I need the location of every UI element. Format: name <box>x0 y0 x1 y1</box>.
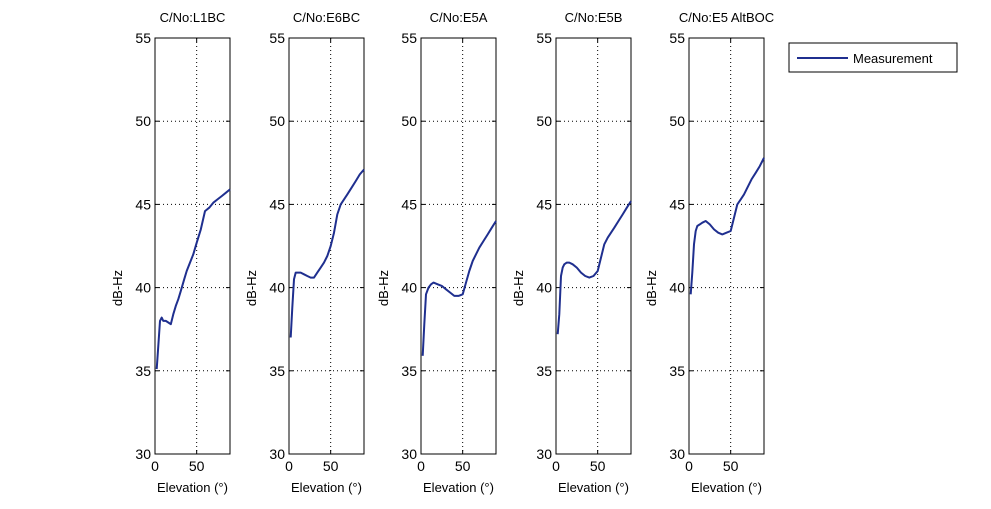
y-axis-label: dB-Hz <box>644 270 659 306</box>
axes-frame <box>420 37 497 455</box>
y-tick-label: 55 <box>669 30 685 46</box>
chart-panels: 30 35 40 45 50 55 0 50 C/No:L1BC Elevation (°) dB-… <box>110 10 774 495</box>
y-axis-label: dB-Hz <box>244 270 259 306</box>
y-tick-label: 55 <box>135 30 151 46</box>
axes-frame <box>288 37 365 455</box>
plot-area <box>155 38 230 454</box>
chart-title: C/No:E5B <box>565 10 623 25</box>
y-tick-label: 50 <box>401 113 417 129</box>
y-tick-label: 55 <box>536 30 552 46</box>
x-tick-label: 50 <box>455 458 471 474</box>
x-axis-label: Elevation (°) <box>157 480 228 495</box>
x-tick-label: 0 <box>685 458 693 474</box>
y-tick-label: 50 <box>269 113 285 129</box>
chart-panel: 30 35 40 45 50 55 0 50 C/No:E6BC Elevation (°) dB-… <box>244 10 365 495</box>
y-tick-label: 40 <box>269 280 285 296</box>
chart-panel: 30 35 40 45 50 55 0 50 C/No:E5B Elevation (°) dB-H… <box>511 10 632 495</box>
y-axis-label: dB-Hz <box>511 270 526 306</box>
chart-title: C/No:L1BC <box>160 10 226 25</box>
y-tick-label: 45 <box>401 196 417 212</box>
x-tick-label: 0 <box>552 458 560 474</box>
axes-frame <box>154 37 231 455</box>
y-tick-label: 40 <box>669 280 685 296</box>
y-tick-label: 50 <box>135 113 151 129</box>
y-tick-label: 50 <box>669 113 685 129</box>
chart-panel: 30 35 40 45 50 55 0 50 C/No:E5A Elevation (°) dB-H… <box>376 10 497 495</box>
y-tick-label: 35 <box>536 363 552 379</box>
plot-area <box>421 38 496 454</box>
x-tick-label: 50 <box>189 458 205 474</box>
y-tick-label: 45 <box>536 196 552 212</box>
y-tick-label: 45 <box>669 196 685 212</box>
y-tick-label: 30 <box>269 446 285 462</box>
series-line-measurement <box>689 157 765 295</box>
y-tick-label: 55 <box>401 30 417 46</box>
x-axis-label: Elevation (°) <box>558 480 629 495</box>
axes-frame <box>688 37 765 455</box>
x-axis-label: Elevation (°) <box>691 480 762 495</box>
plot-area <box>689 38 764 454</box>
y-tick-label: 35 <box>669 363 685 379</box>
y-tick-label: 40 <box>135 280 151 296</box>
y-tick-label: 30 <box>536 446 552 462</box>
y-tick-label: 35 <box>135 363 151 379</box>
y-tick-label: 30 <box>669 446 685 462</box>
y-tick-label: 35 <box>401 363 417 379</box>
y-tick-label: 50 <box>536 113 552 129</box>
series-line-measurement <box>421 220 497 356</box>
legend: Measurement <box>788 42 958 73</box>
series-line-measurement <box>155 188 231 370</box>
axes-frame <box>555 37 632 455</box>
y-tick-label: 40 <box>401 280 417 296</box>
y-tick-label: 45 <box>269 196 285 212</box>
chart-panel: 30 35 40 45 50 55 0 50 C/No:E5 AltBOC Elevation (… <box>644 10 774 495</box>
x-axis-label: Elevation (°) <box>291 480 362 495</box>
series-line-measurement <box>556 200 632 335</box>
y-tick-label: 30 <box>401 446 417 462</box>
y-axis-label: dB-Hz <box>376 270 391 306</box>
y-tick-label: 45 <box>135 196 151 212</box>
chart-panel: 30 35 40 45 50 55 0 50 C/No:L1BC Elevation (°) dB-… <box>110 10 231 495</box>
plot-area <box>556 38 631 454</box>
legend-label: Measurement <box>853 51 933 66</box>
chart-title: C/No:E6BC <box>293 10 360 25</box>
x-tick-label: 50 <box>723 458 739 474</box>
x-tick-label: 50 <box>590 458 606 474</box>
y-tick-label: 55 <box>269 30 285 46</box>
series-line-measurement <box>289 168 365 338</box>
y-tick-label: 30 <box>135 446 151 462</box>
x-tick-label: 0 <box>417 458 425 474</box>
y-tick-label: 35 <box>269 363 285 379</box>
x-tick-label: 50 <box>323 458 339 474</box>
x-axis-label: Elevation (°) <box>423 480 494 495</box>
x-tick-label: 0 <box>151 458 159 474</box>
chart-title: C/No:E5A <box>430 10 488 25</box>
x-tick-label: 0 <box>285 458 293 474</box>
chart-title: C/No:E5 AltBOC <box>679 10 774 25</box>
y-tick-label: 40 <box>536 280 552 296</box>
y-axis-label: dB-Hz <box>110 270 125 306</box>
plot-area <box>289 38 364 454</box>
